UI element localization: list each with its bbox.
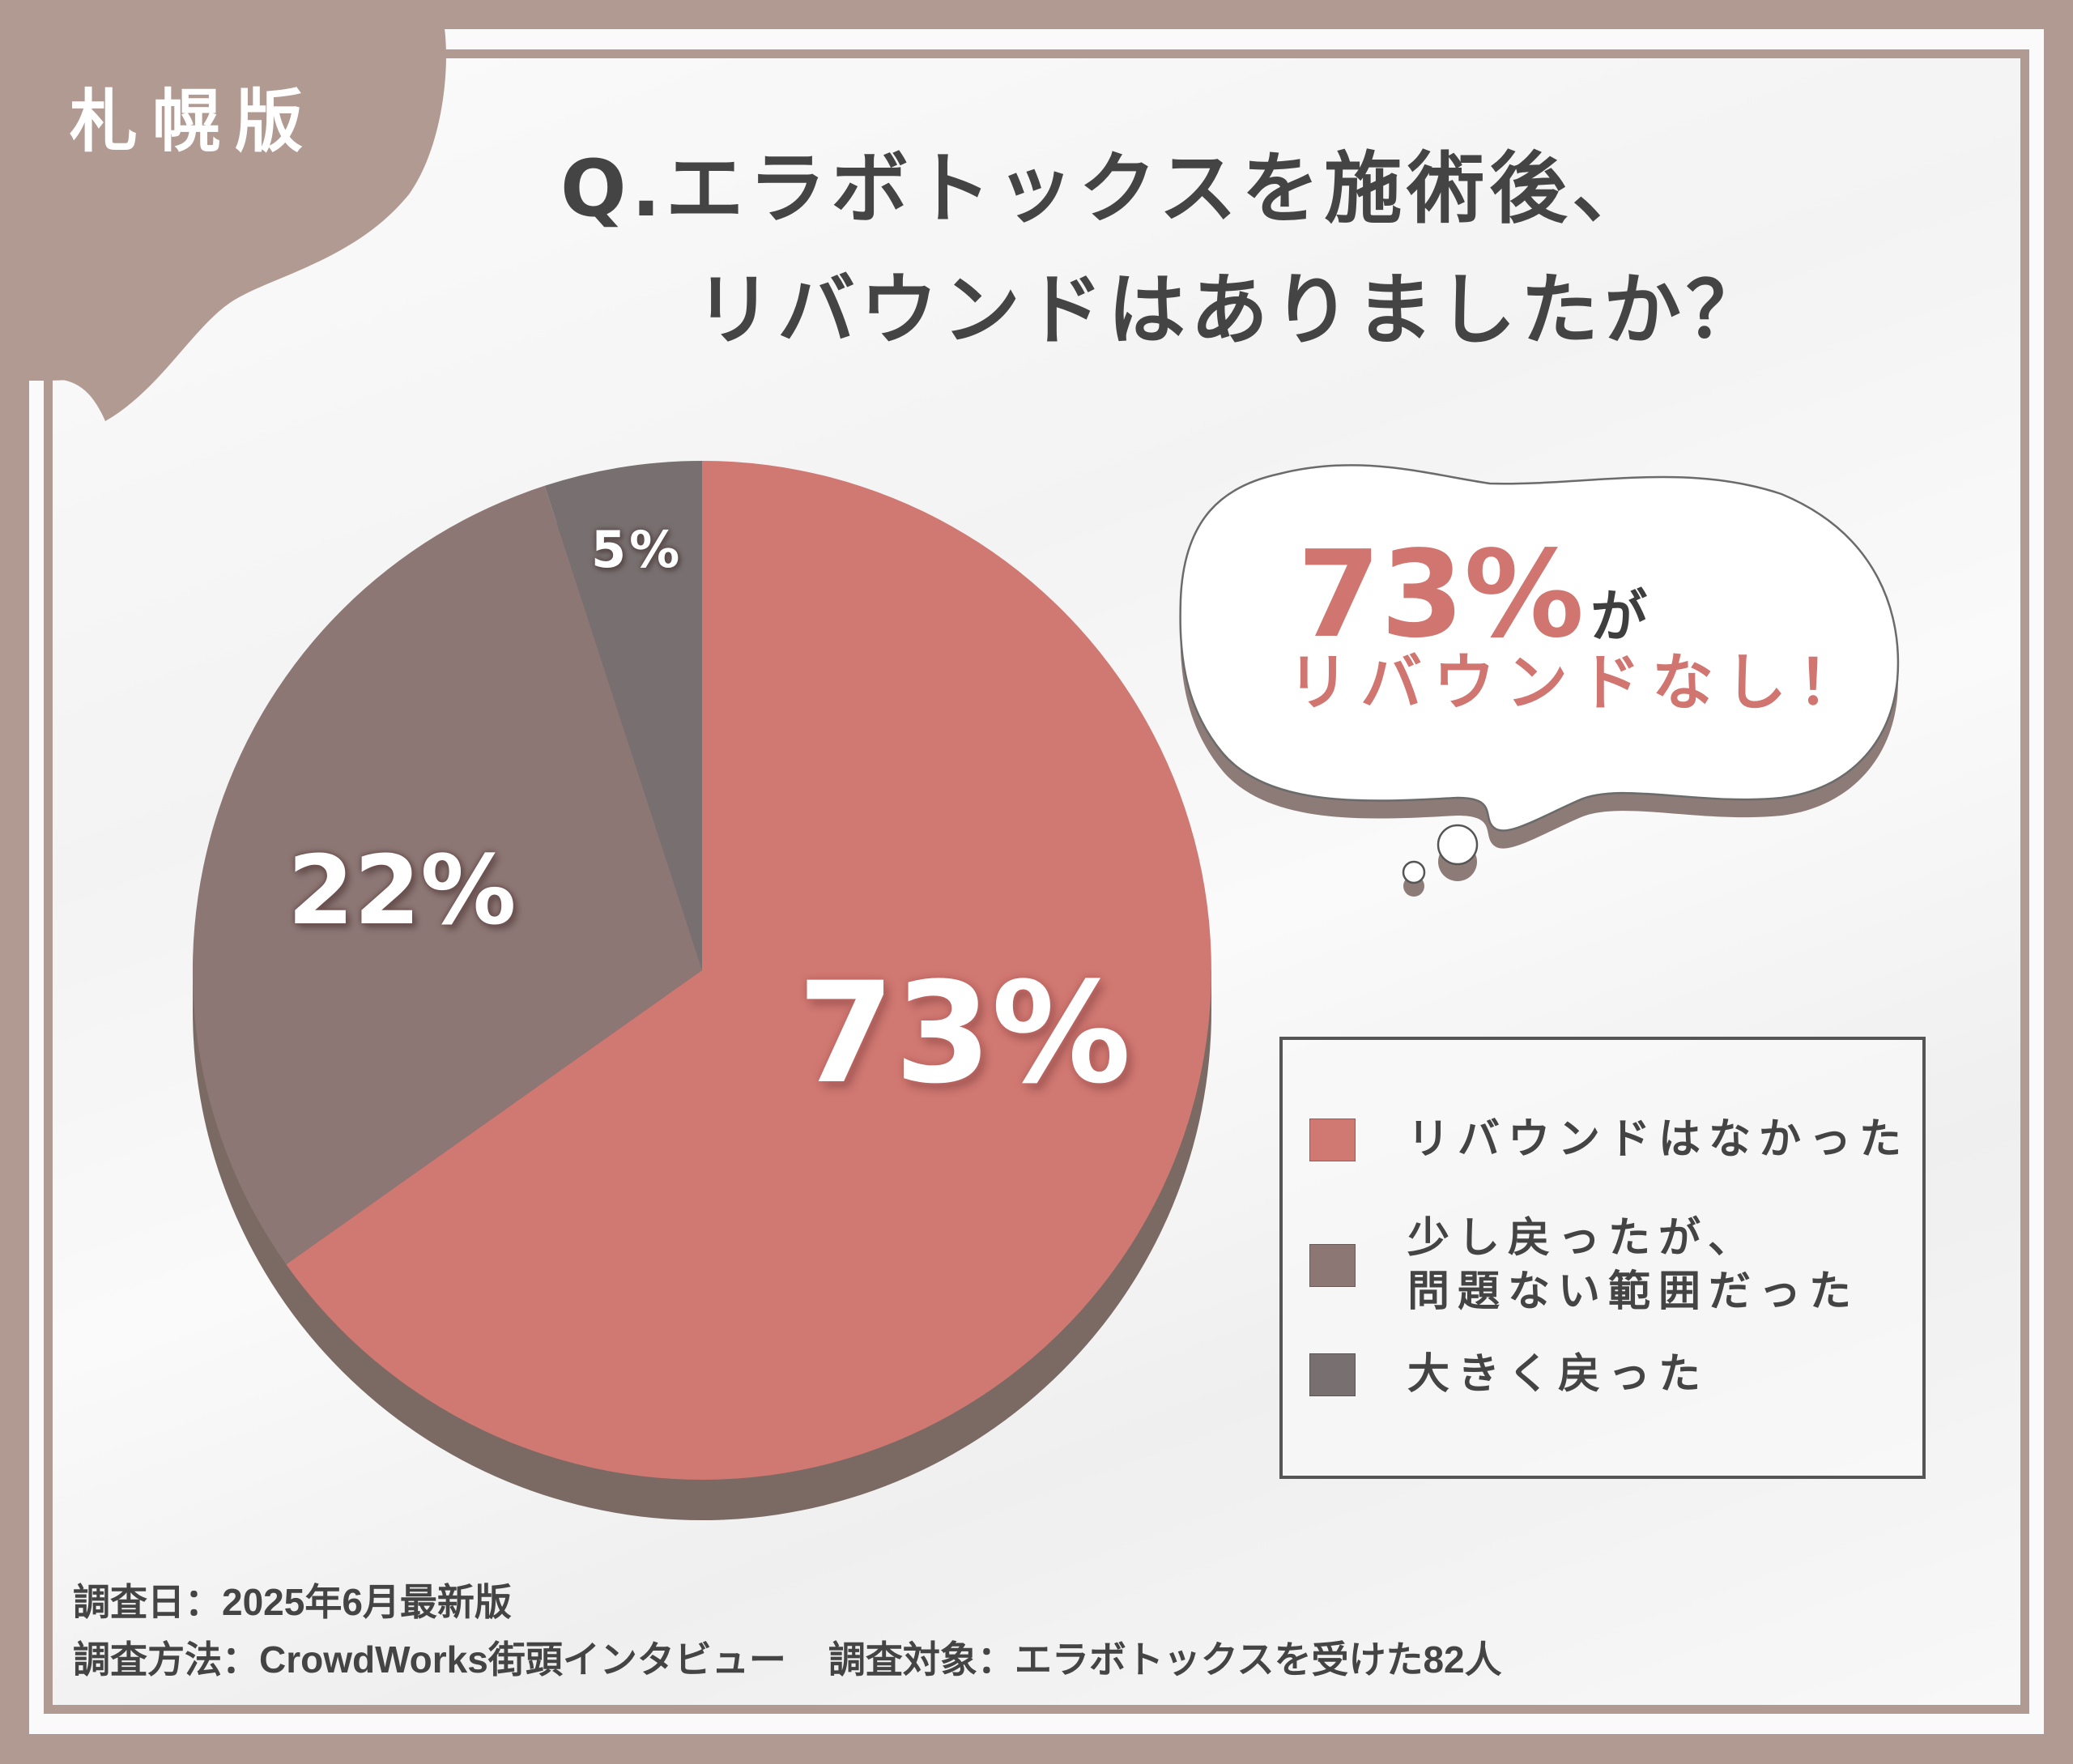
question-title-line2: リバウンドはありましたか？ (695, 265, 1769, 356)
legend: リバウンドはなかった 少し戻ったが、 問題ない範囲だった 大きく戻った (1279, 1037, 1926, 1479)
legend-swatch-mauve (1309, 1243, 1356, 1287)
callout-headline: 73% が (1297, 535, 1647, 654)
footer-survey-info: 調査方法：CrowdWorks街頭インタビュー 調査対象：エラボトックスを受けた8… (73, 1641, 1502, 1678)
region-badge: 札幌版 (70, 82, 318, 161)
pie-slice-major-rebound[interactable] (544, 461, 702, 970)
thought-dot-small (1402, 860, 1426, 884)
corner-blob-fill (0, 0, 438, 381)
legend-item-major-rebound[interactable]: 大きく戻った (1309, 1348, 1709, 1401)
speech-bubble-body (1179, 464, 1900, 832)
legend-label: リバウンドはなかった (1407, 1115, 1910, 1164)
thought-dot-large (1437, 824, 1479, 866)
footer-survey-date: 調査日：2025年6月最新版 (73, 1581, 512, 1623)
callout-subtitle: リバウンドなし！ (1288, 646, 1871, 718)
slice-label-slight-rebound: 22% (287, 834, 517, 946)
pie-slice-no-rebound[interactable] (286, 461, 1211, 1480)
legend-label: 大きく戻った (1407, 1350, 1709, 1399)
pie-slice-slight-rebound[interactable] (192, 485, 703, 1265)
legend-label: 少し戻ったが、 問題ない範囲だった (1407, 1214, 1860, 1316)
legend-item-no-rebound[interactable]: リバウンドはなかった (1309, 1113, 1909, 1166)
footer-survey-method: 調査方法：CrowdWorks街頭インタビュー (73, 1638, 786, 1681)
legend-swatch-red (1309, 1118, 1356, 1161)
speech-bubble (1179, 464, 1900, 897)
slice-label-no-rebound: 73% (798, 952, 1131, 1114)
legend-swatch-grey (1309, 1353, 1356, 1396)
footer-survey-target: 調査対象：エラボトックスを受けた82人 (828, 1638, 1502, 1681)
question-title-line1: Q.エラボトックスを施術後、 (560, 143, 1655, 234)
slice-label-major-rebound: 5% (591, 520, 683, 579)
pie-chart (192, 461, 1211, 1520)
callout-percent: 73% (1297, 525, 1585, 664)
callout-particle: が (1590, 583, 1648, 650)
legend-item-slight-rebound[interactable]: 少し戻ったが、 問題ない範囲だった (1309, 1212, 1859, 1319)
